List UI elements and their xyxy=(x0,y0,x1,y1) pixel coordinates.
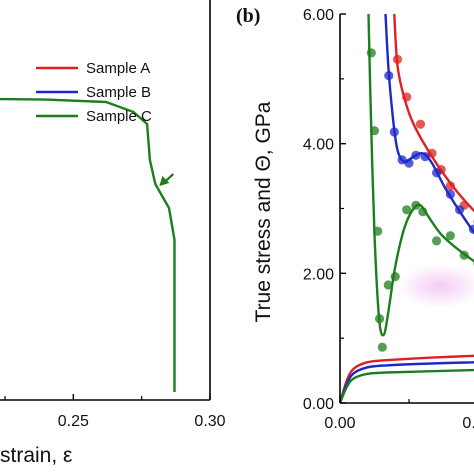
theta-point-sample-b xyxy=(389,127,399,137)
theta-point-sample-a xyxy=(415,119,426,129)
theta-point-sample-a xyxy=(392,54,403,64)
theta-point-sample-a xyxy=(427,148,437,158)
theta-point-sample-b xyxy=(468,224,474,234)
theta-point-sample-a xyxy=(402,92,412,102)
theta-point-sample-b xyxy=(455,205,465,215)
panel-b-series-sample-c xyxy=(340,14,474,403)
theta-point-sample-c xyxy=(377,342,387,352)
theta-point-sample-b xyxy=(384,71,394,81)
panel-a-x-tick-label: 0.25 xyxy=(58,413,89,430)
theta-point-sample-c xyxy=(366,48,376,58)
panel-a-arrows-layer xyxy=(159,173,175,186)
theta-point-sample-c xyxy=(411,200,421,210)
theta-point-sample-c xyxy=(375,314,385,324)
theta-point-sample-c xyxy=(383,280,393,290)
panel-b-x-tick-label: 0.03 xyxy=(462,415,474,432)
theta-point-sample-b xyxy=(404,158,414,168)
panel-a-series-layer xyxy=(0,97,176,392)
theta-point-sample-c xyxy=(445,231,455,241)
theta-point-sample-b xyxy=(445,189,455,199)
panel-b-series-layer xyxy=(340,14,474,403)
theta-curve-sample-a xyxy=(393,14,474,213)
panel-b-y-axis-label: True stress and Θ, GPa xyxy=(252,101,275,322)
theta-point-sample-a xyxy=(445,181,455,191)
highlight-glow xyxy=(398,264,474,308)
theta-point-sample-c xyxy=(402,205,412,215)
stress-curve-sample-a xyxy=(340,354,474,403)
panel-b-series-sample-a xyxy=(340,14,474,403)
stress-curve-sample-b xyxy=(340,361,474,403)
legend-label-sample-b: Sample B xyxy=(86,84,151,101)
panel-b-ticks: 0.00 2.00 4.00 6.00 0.00 0.03 xyxy=(303,7,474,432)
theta-point-sample-c xyxy=(459,250,469,260)
theta-point-sample-c xyxy=(373,226,383,236)
panel-a-x-ticks: 0.200.250.30 xyxy=(4,394,226,430)
panel-a-x-tick-label: 0.30 xyxy=(194,413,225,430)
theta-point-sample-c xyxy=(418,207,428,217)
theta-point-sample-b xyxy=(411,150,421,160)
panel-a-x-axis-label: strain, ε xyxy=(0,444,72,467)
panel-b-y-tick-label: 2.00 xyxy=(303,266,334,283)
panel-b-y-tick-label: 0.00 xyxy=(303,396,334,413)
legend-label-sample-a: Sample A xyxy=(86,60,150,77)
theta-point-sample-c xyxy=(390,272,400,282)
theta-point-sample-b xyxy=(432,168,442,178)
stress-curve-sample-c xyxy=(340,368,474,403)
theta-point-sample-c xyxy=(369,126,380,136)
theta-point-sample-c xyxy=(432,236,442,246)
panel-b: (b) 0.00 2.00 4.00 6.00 0.00 0.03 True stress… xyxy=(236,5,474,432)
legend-label-sample-c: Sample C xyxy=(86,108,152,125)
theta-point-sample-b xyxy=(397,155,407,165)
panel-b-series-sample-b xyxy=(340,14,474,403)
panel-b-x-tick-label: 0.00 xyxy=(324,415,355,432)
panel-b-label: (b) xyxy=(236,5,260,27)
panel-b-y-tick-label: 4.00 xyxy=(303,137,334,154)
panel-a-arrow-2 xyxy=(159,173,175,186)
panel-b-y-tick-label: 6.00 xyxy=(303,7,334,24)
panel-a: 0.200.250.30 strain, ε Sample A Sample B… xyxy=(0,0,226,467)
theta-point-sample-b xyxy=(420,152,430,162)
panel-a-legend: Sample A Sample B Sample C xyxy=(36,60,152,125)
panel-a-line-sample-c xyxy=(0,97,176,392)
